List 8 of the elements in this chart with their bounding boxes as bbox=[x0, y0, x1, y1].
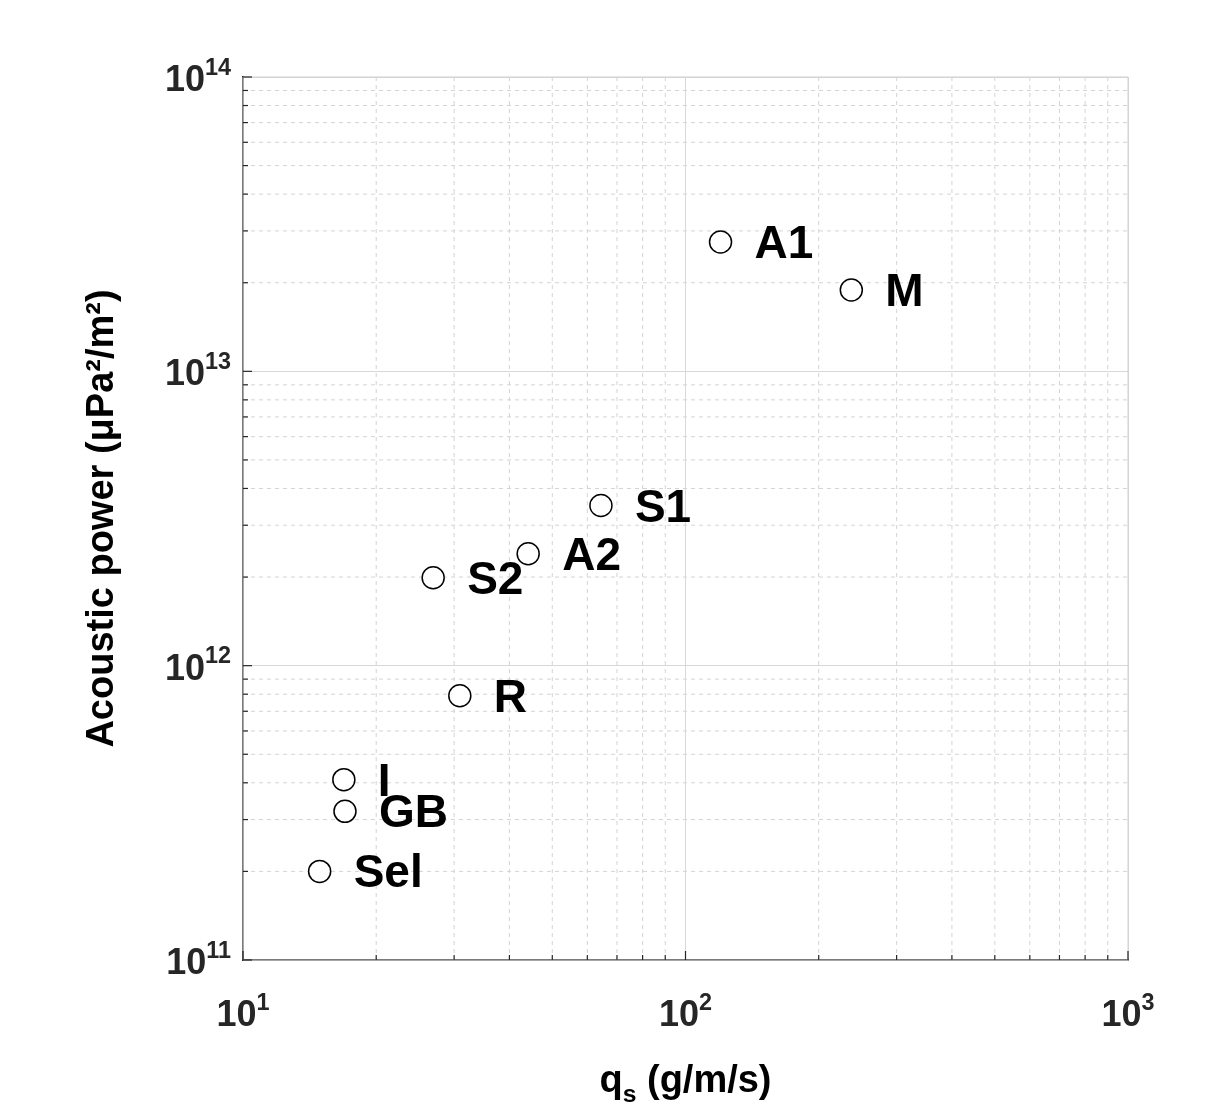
annotation: S2 bbox=[467, 551, 524, 604]
annotation: A1 bbox=[754, 216, 814, 269]
annotation: S1 bbox=[634, 479, 692, 532]
annotation: M bbox=[885, 263, 924, 316]
annotation: R bbox=[493, 669, 528, 722]
annotation: A2 bbox=[562, 527, 621, 580]
y-axis-title: Acoustic power (μPa²/m²) bbox=[79, 289, 121, 748]
annotation: Sel bbox=[353, 845, 423, 898]
